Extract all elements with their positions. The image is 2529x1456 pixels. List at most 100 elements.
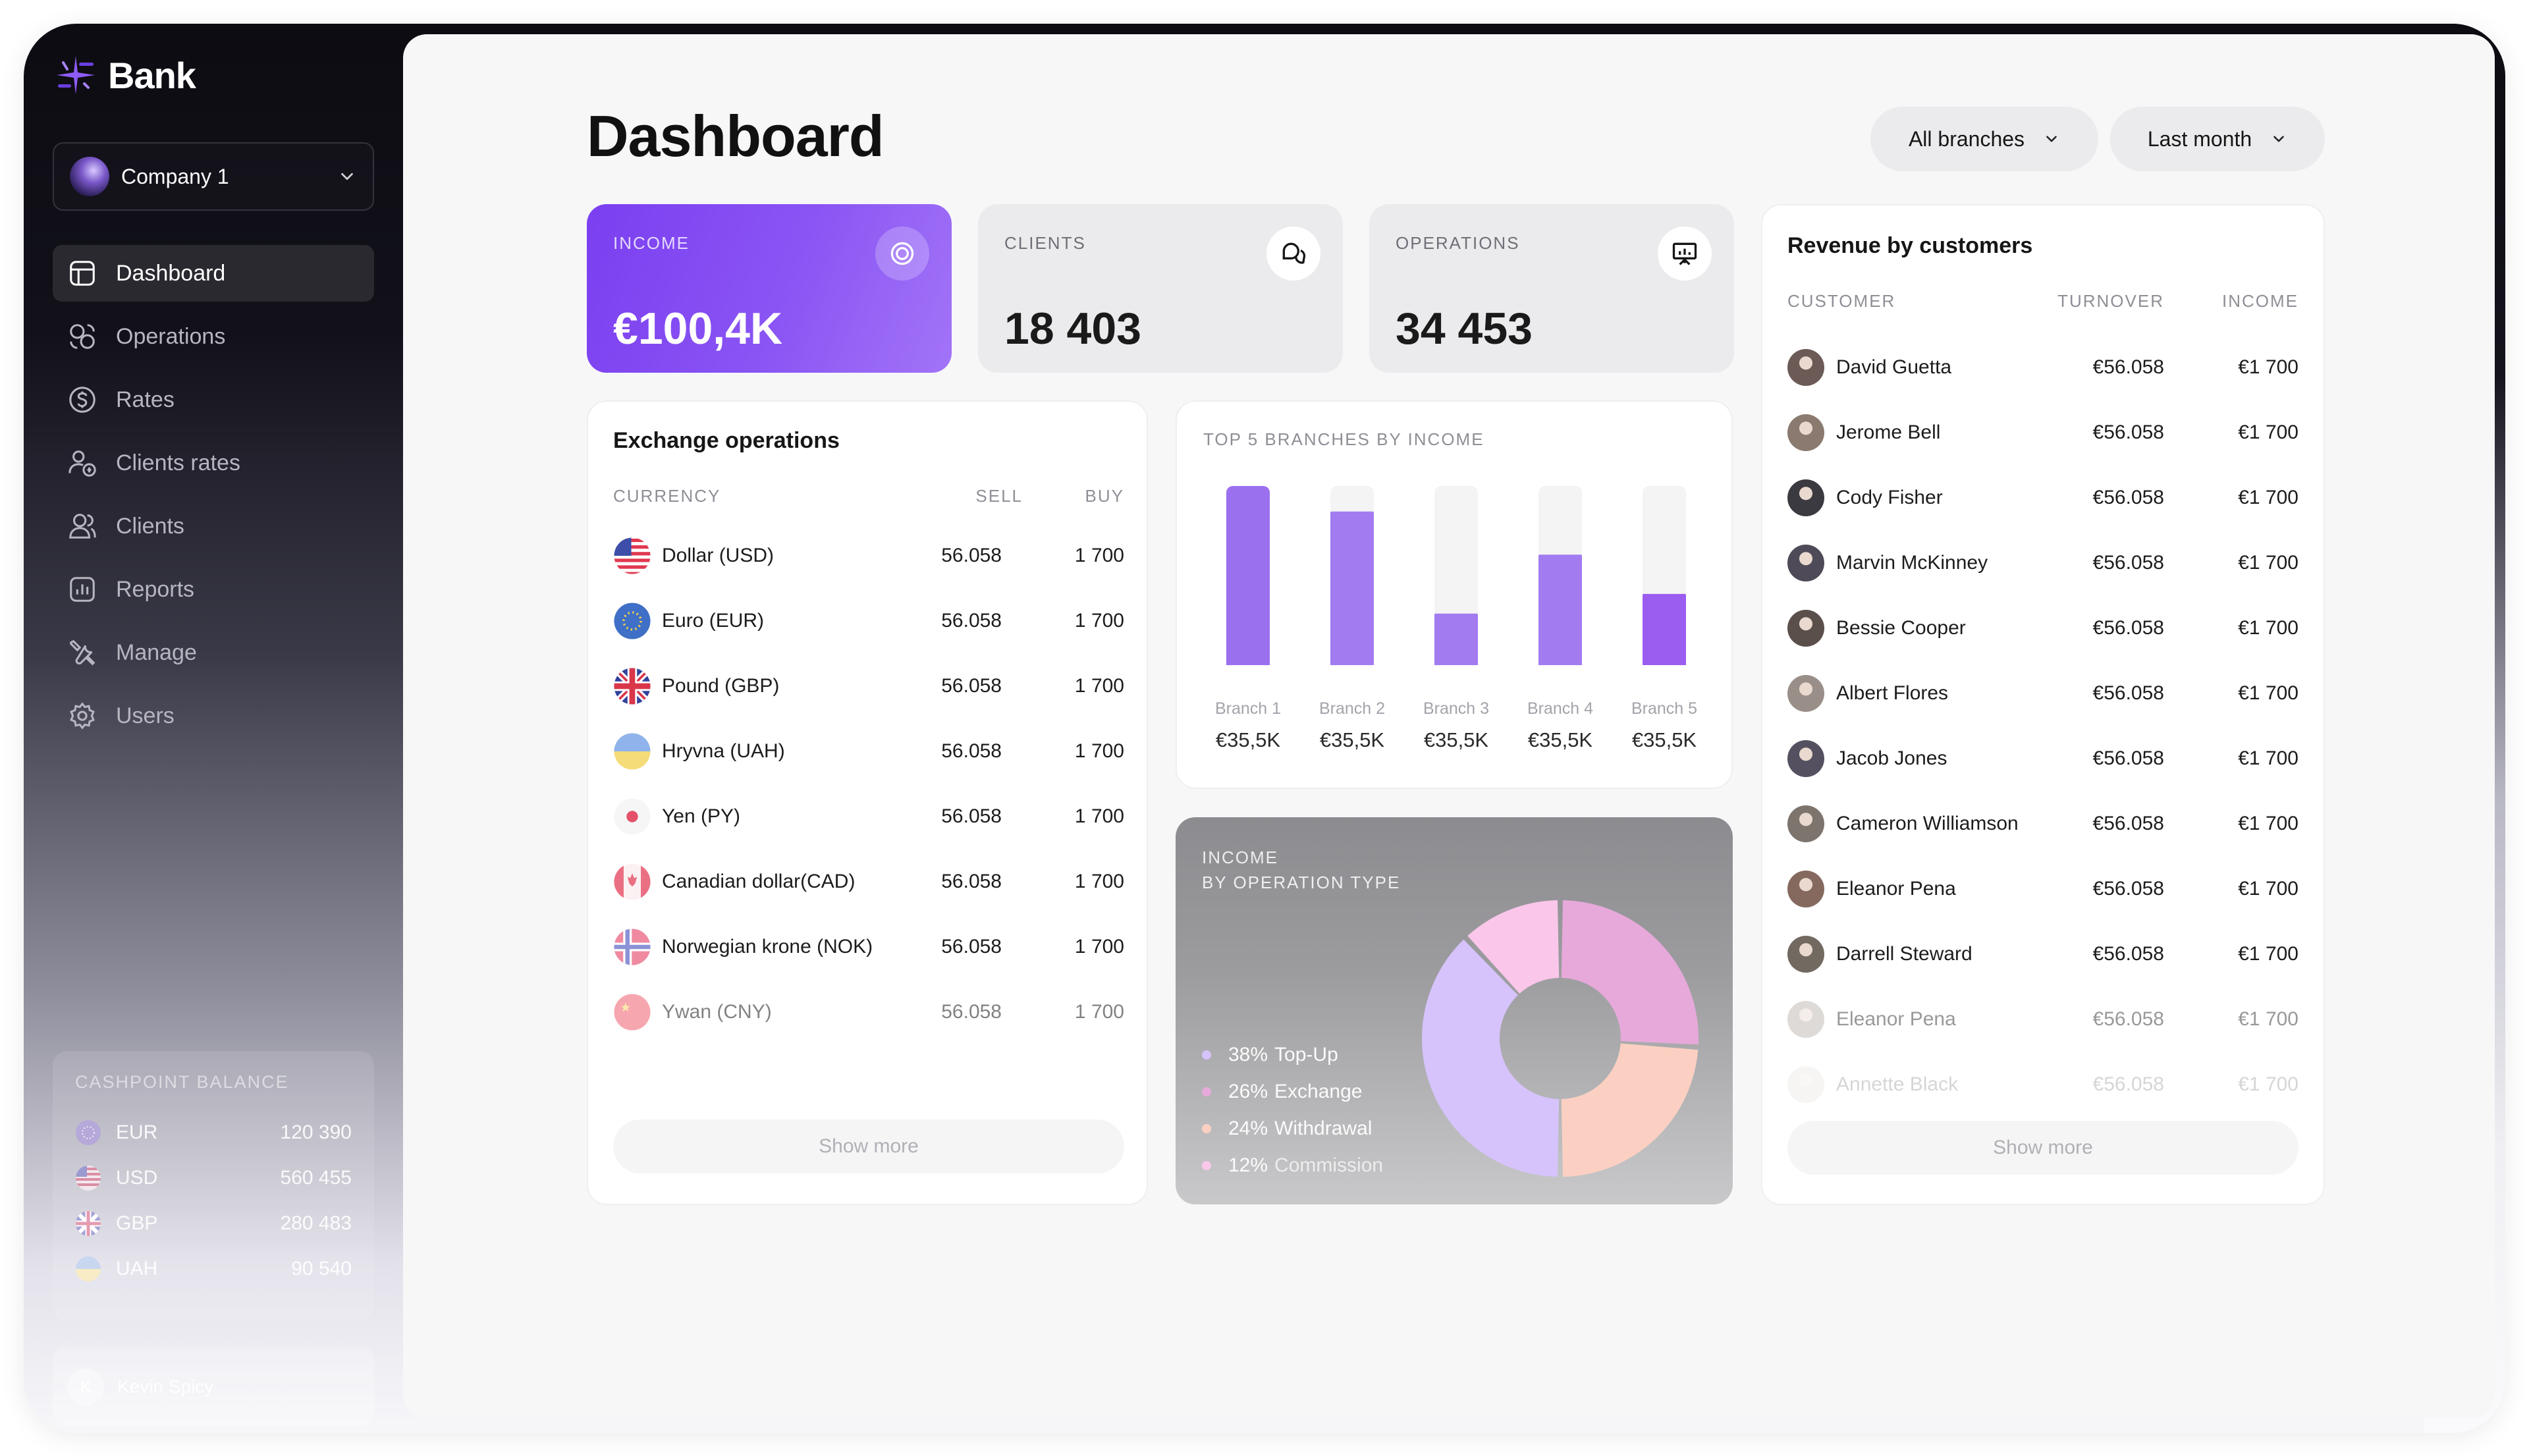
donut-slice[interactable] <box>1422 939 1560 1177</box>
cn-flag-icon <box>614 993 651 1031</box>
table-row[interactable]: David Guetta €56.058 €1 700 <box>1787 335 2298 400</box>
user-name: Kevin Spicy <box>117 1376 214 1397</box>
eu-flag-icon <box>76 1119 101 1145</box>
table-row[interactable]: Norwegian krone (NOK) 56.058 1 700 <box>613 914 1124 979</box>
branch-value: €35,5K <box>1631 728 1697 751</box>
col-header-sell: SELL <box>975 486 1023 506</box>
company-selector[interactable]: Company 1 <box>53 142 374 211</box>
table-row[interactable]: Yen (PY) 56.058 1 700 <box>613 784 1124 849</box>
users-icon <box>69 514 96 539</box>
branch-label: Branch 2 <box>1319 699 1386 718</box>
sidebar-item-users[interactable]: Users <box>53 688 374 744</box>
avatar: K <box>67 1368 104 1405</box>
branch-label: Branch 4 <box>1527 699 1594 718</box>
exchange-operations-card: Exchange operations CURRENCY SELL BUY Do… <box>587 400 1148 1205</box>
layout-icon <box>70 261 95 286</box>
legend-item: 38% Top-Up <box>1202 1044 1338 1066</box>
cash-row: UAH 90 540 <box>75 1246 352 1291</box>
table-row[interactable]: Dollar (USD) 56.058 1 700 <box>613 523 1124 588</box>
table-row[interactable]: Cody Fisher €56.058 €1 700 <box>1787 465 2298 530</box>
table-row[interactable]: Cameron Williamson €56.058 €1 700 <box>1787 791 2298 856</box>
branch-value: €35,5K <box>1423 728 1489 751</box>
chevron-down-icon <box>2273 136 2284 142</box>
kpi-value: 34 453 <box>1396 304 1533 354</box>
table-row[interactable]: Marvin McKinney €56.058 €1 700 <box>1787 530 2298 595</box>
sidebar-item-operations[interactable]: Operations <box>53 308 374 365</box>
sidebar-item-label: Rates <box>116 387 175 412</box>
table-row[interactable]: Darrell Steward €56.058 €1 700 <box>1787 921 2298 986</box>
table-row[interactable]: Jacob Jones €56.058 €1 700 <box>1787 726 2298 791</box>
donut-slice[interactable] <box>1561 1043 1699 1177</box>
branch-bar[interactable] <box>1330 511 1374 665</box>
branch-value: €35,5K <box>1215 728 1281 751</box>
user-card[interactable]: K Kevin Spicy <box>53 1347 374 1426</box>
table-row[interactable]: Jerome Bell €56.058 €1 700 <box>1787 400 2298 465</box>
jp-flag-icon <box>614 797 651 835</box>
sidebar-item-clients[interactable]: Clients <box>53 498 374 554</box>
legend-dot <box>1202 1087 1211 1096</box>
table-row[interactable]: Eleanor Pena €56.058 €1 700 <box>1787 856 2298 921</box>
kpi-value: 18 403 <box>1004 304 1141 354</box>
us-flag-icon <box>614 537 651 574</box>
chevron-down-icon <box>341 173 353 180</box>
branch-filter-dropdown[interactable]: All branches <box>1870 107 2098 171</box>
sidebar-item-label: Dashboard <box>116 260 226 286</box>
avatar <box>1787 414 1824 451</box>
branch-bar[interactable] <box>1434 613 1478 665</box>
table-row[interactable]: Albert Flores €56.058 €1 700 <box>1787 661 2298 726</box>
gear-icon <box>70 702 95 730</box>
avatar <box>1787 935 1824 973</box>
table-row[interactable]: Eleanor Pena €56.058 €1 700 <box>1787 986 2298 1052</box>
show-more-button[interactable]: Show more <box>1787 1121 2298 1175</box>
page-title: Dashboard <box>587 103 884 169</box>
table-row[interactable]: Hryvna (UAH) 56.058 1 700 <box>613 718 1124 784</box>
cash-row: USD 560 455 <box>75 1155 352 1200</box>
table-row[interactable]: Bessie Cooper €56.058 €1 700 <box>1787 595 2298 661</box>
branch-bar[interactable] <box>1538 554 1582 665</box>
presentation-chart-icon <box>1658 227 1712 281</box>
table-row[interactable]: Euro (EUR) 56.058 1 700 <box>613 588 1124 653</box>
kpi-label: OPERATIONS <box>1396 233 1520 253</box>
sidebar-item-dashboard[interactable]: Dashboard <box>53 245 374 302</box>
revenue-title: Revenue by customers <box>1787 233 2033 258</box>
sidebar-item-rates[interactable]: Rates <box>53 371 374 428</box>
table-row[interactable]: Pound (GBP) 56.058 1 700 <box>613 653 1124 718</box>
sidebar-item-label: Operations <box>116 323 226 349</box>
cashpoint-balance: CASHPOINT BALANCE EUR 120 390 USD 560 45… <box>53 1051 374 1321</box>
show-more-button[interactable]: Show more <box>613 1119 1124 1173</box>
sidebar-item-clients-rates[interactable]: Clients rates <box>53 435 374 491</box>
brand[interactable]: Bank <box>54 53 196 97</box>
donut-slice[interactable] <box>1467 900 1560 994</box>
period-filter-dropdown[interactable]: Last month <box>2110 107 2325 171</box>
col-header-turnover: TURNOVER <box>2057 291 2164 311</box>
eu-flag-icon <box>614 602 651 639</box>
ua-flag-icon <box>76 1256 101 1281</box>
avatar <box>1787 740 1824 777</box>
table-row[interactable]: Canadian dollar(CAD) 56.058 1 700 <box>613 849 1124 914</box>
sidebar-item-manage[interactable]: Manage <box>53 624 374 681</box>
kpi-income-card[interactable]: INCOME €100,4K <box>587 204 952 373</box>
period-filter-label: Last month <box>2147 126 2252 151</box>
sidebar-item-label: Clients <box>116 513 184 539</box>
legend-item: 24% Withdrawal <box>1202 1118 1372 1140</box>
table-row[interactable]: Annette Black €56.058 €1 700 <box>1787 1052 2298 1117</box>
chat-bubbles-icon <box>1266 227 1320 281</box>
dollar-icon <box>69 387 95 413</box>
sidebar-item-reports[interactable]: Reports <box>53 561 374 618</box>
kpi-operations-card[interactable]: OPERATIONS 34 453 <box>1369 204 1734 373</box>
col-header-customer: CUSTOMER <box>1787 291 1896 311</box>
col-header-buy: BUY <box>1085 486 1124 506</box>
branch-bar[interactable] <box>1226 486 1270 665</box>
income-by-type-card: INCOME BY OPERATION TYPE 38% Top-Up 26% Exc… <box>1176 817 1733 1204</box>
top-branches-card: TOP 5 BRANCHES BY INCOME Branch 1 €35,5K B… <box>1176 400 1733 789</box>
table-row[interactable]: Ywan (CNY) 56.058 1 700 <box>613 979 1124 1044</box>
cashpoint-title: CASHPOINT BALANCE <box>75 1072 289 1092</box>
donut-slice[interactable] <box>1561 900 1699 1045</box>
avatar <box>1787 1065 1824 1103</box>
cash-row: GBP 280 483 <box>75 1200 352 1246</box>
no-flag-icon <box>614 928 651 965</box>
branch-bar[interactable] <box>1643 593 1686 665</box>
kpi-clients-card[interactable]: CLIENTS 18 403 <box>978 204 1343 373</box>
avatar <box>1787 609 1824 647</box>
chevron-down-icon <box>2046 136 2057 142</box>
